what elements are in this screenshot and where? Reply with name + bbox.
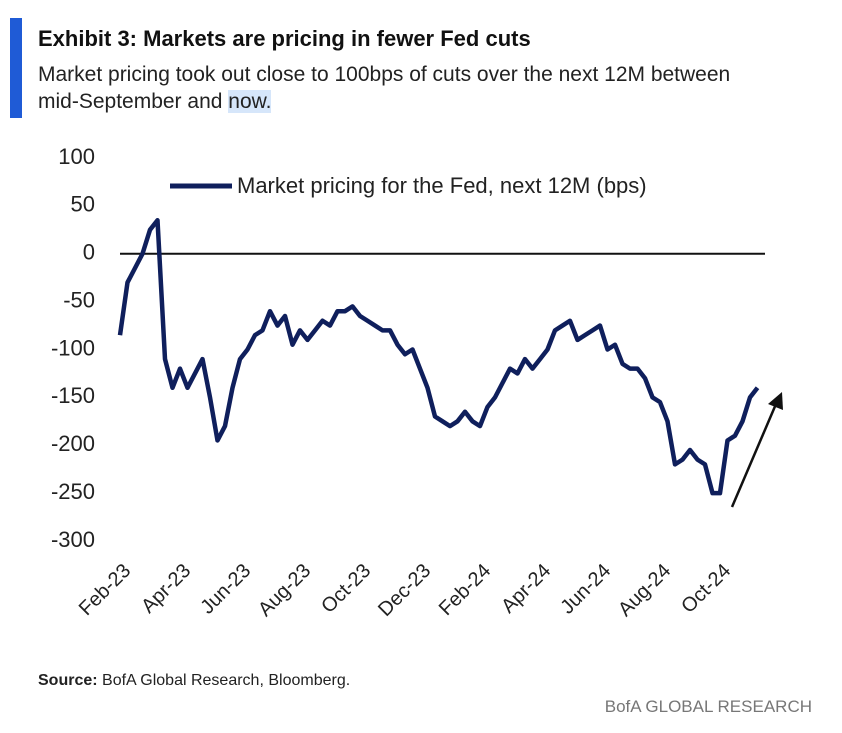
x-tick-label: Feb-24 [435,560,495,620]
y-tick-label: -50 [63,287,95,312]
x-tick-label: Feb-23 [75,560,135,620]
x-tick-label: Aug-24 [614,560,675,621]
brand: BofA GLOBAL RESEARCH [604,697,812,716]
x-tick-label: Oct-24 [677,560,735,618]
y-tick-label: -300 [51,527,95,552]
y-tick-label: -150 [51,383,95,408]
arrow [730,403,778,508]
x-tick-label: Oct-23 [317,560,375,618]
data-line [117,217,760,496]
y-tick-label: 100 [58,144,95,169]
subtitle-line: Market pricing took out close to 100bps … [38,63,731,86]
y-tick-label: -250 [51,479,95,504]
x-tick-label: Jun-23 [196,560,255,619]
y-tick-label: 0 [83,240,95,265]
y-tick-label: -200 [51,431,95,456]
x-tick-label: Jun-24 [556,560,615,619]
x-tick-label: Aug-23 [254,560,315,621]
source-label: Source: [38,672,98,689]
x-tick-label: Dec-23 [374,560,435,621]
subtitle: Market pricing took out close to 100bps … [38,61,730,115]
source: Source: BofA Global Research, Bloomberg. [38,672,350,690]
x-tick-label: Apr-24 [497,560,555,618]
legend-label: Market pricing for the Fed, next 12M (bp… [237,173,647,198]
arrow-head [768,392,783,410]
subtitle-line: mid-September and [38,90,223,113]
title: Exhibit 3: Markets are pricing in fewer … [38,26,531,51]
accent-bar [10,18,22,118]
source-text: BofA Global Research, Bloomberg. [102,672,351,689]
subtitle-highlight: now. [228,90,272,113]
y-tick-label: -100 [51,335,95,360]
x-tick-label: Apr-23 [137,560,195,618]
y-tick-label: 50 [71,192,95,217]
